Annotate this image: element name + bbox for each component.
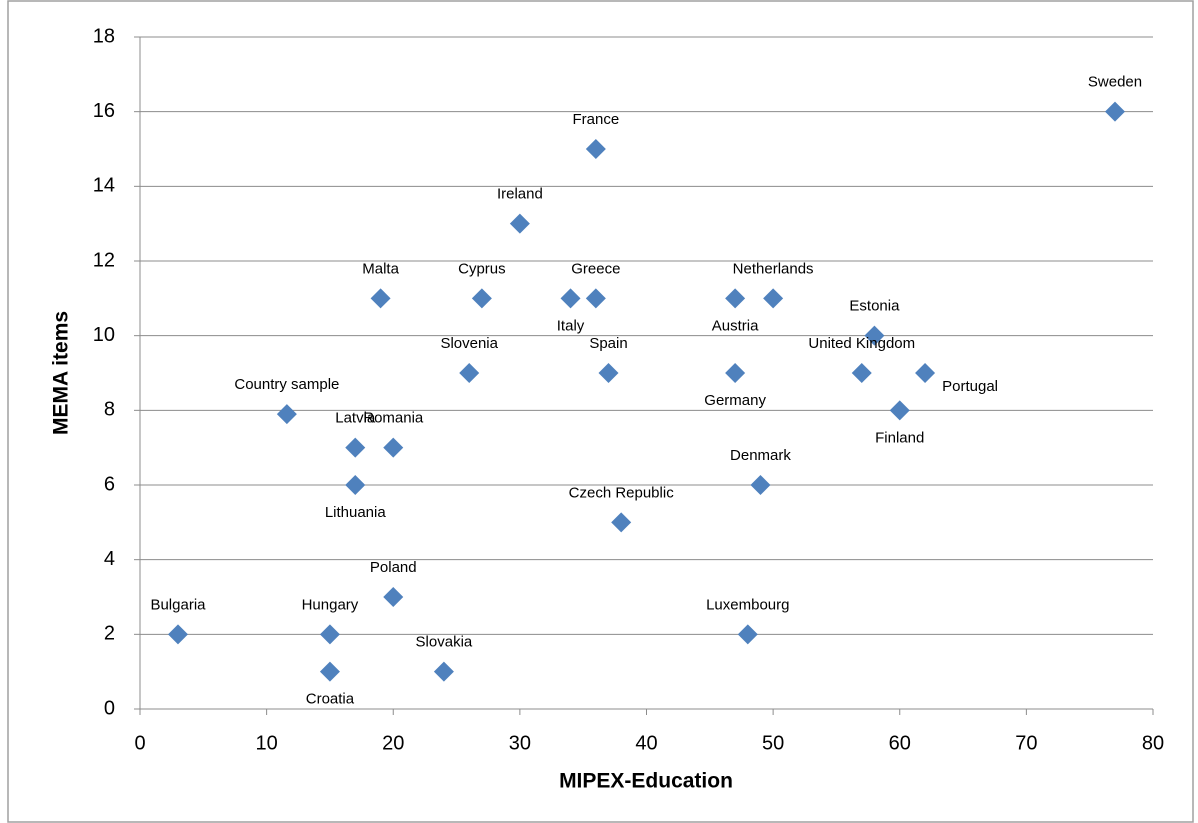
point (471, 288, 492, 309)
x-axis-label: MIPEX-Education (559, 770, 733, 793)
point-label: Bulgaria (150, 596, 206, 613)
point-label: Romania (363, 410, 424, 427)
point-label: Czech Republic (569, 484, 675, 501)
point (509, 213, 530, 234)
point (370, 288, 391, 309)
point (319, 661, 340, 682)
point (167, 624, 188, 645)
point (889, 400, 910, 421)
y-tick-label: 12 (93, 249, 115, 271)
point (276, 404, 297, 425)
x-tick-label: 80 (1142, 732, 1164, 754)
x-tick-label: 10 (256, 732, 278, 754)
y-tick-label: 2 (104, 623, 115, 645)
point-label: Greece (571, 260, 620, 277)
point (383, 587, 404, 607)
point-label: Italy (557, 317, 585, 334)
point (433, 661, 454, 682)
y-tick-label: 4 (104, 548, 115, 570)
point (611, 512, 632, 533)
point-label: Germany (704, 392, 766, 409)
point-label: Cyprus (458, 260, 506, 277)
y-tick-label: 16 (93, 100, 115, 122)
point (383, 437, 404, 458)
x-tick-label: 70 (1015, 732, 1037, 754)
point (345, 475, 366, 495)
y-tick-label: 6 (104, 473, 115, 495)
x-tick-label: 0 (134, 732, 145, 754)
point (737, 624, 758, 645)
point (915, 363, 936, 383)
point (345, 437, 366, 458)
point (560, 288, 581, 309)
point (725, 288, 746, 309)
y-tick-label: 0 (104, 697, 115, 719)
point-label: Malta (362, 260, 399, 277)
point-label: Slovakia (416, 634, 473, 651)
point (1105, 101, 1126, 122)
point-label: Hungary (302, 596, 359, 613)
x-tick-label: 60 (889, 732, 911, 754)
point-label: United Kingdom (808, 335, 915, 352)
point-label: Austria (712, 317, 759, 334)
point (763, 288, 784, 309)
point (585, 288, 606, 309)
y-tick-label: 8 (104, 399, 115, 421)
y-axis-label: MEMA items (50, 311, 73, 435)
point-label: Luxembourg (706, 596, 789, 613)
x-tick-label: 40 (635, 732, 657, 754)
point-label: Lithuania (325, 504, 387, 521)
y-tick-label: 10 (93, 324, 115, 346)
point-label: Ireland (497, 186, 543, 203)
x-tick-label: 30 (509, 732, 531, 754)
chart-frame (7, 0, 1194, 823)
point (585, 139, 606, 159)
point-label: Finland (875, 429, 924, 446)
point-label: Latvia (335, 410, 376, 427)
point (864, 325, 885, 346)
point-label: Portugal (942, 378, 998, 395)
point-label: Poland (370, 559, 417, 576)
x-tick-label: 20 (382, 732, 404, 754)
point (851, 363, 872, 383)
point (319, 624, 340, 645)
y-tick-label: 18 (93, 25, 115, 47)
point (750, 475, 771, 495)
point-label: Country sample (234, 376, 339, 393)
x-tick-label: 50 (762, 732, 784, 754)
point (725, 363, 746, 383)
point-label: Denmark (730, 447, 791, 464)
point-label: Estonia (849, 298, 900, 315)
point-label: Slovenia (440, 335, 498, 352)
point (598, 363, 619, 383)
point-label: Spain (589, 335, 627, 352)
point-label: Netherlands (733, 260, 814, 277)
point (459, 363, 480, 383)
point-label: Sweden (1088, 74, 1142, 91)
point-label: Croatia (306, 691, 355, 708)
point-label: France (573, 111, 620, 128)
y-tick-label: 14 (93, 175, 115, 197)
